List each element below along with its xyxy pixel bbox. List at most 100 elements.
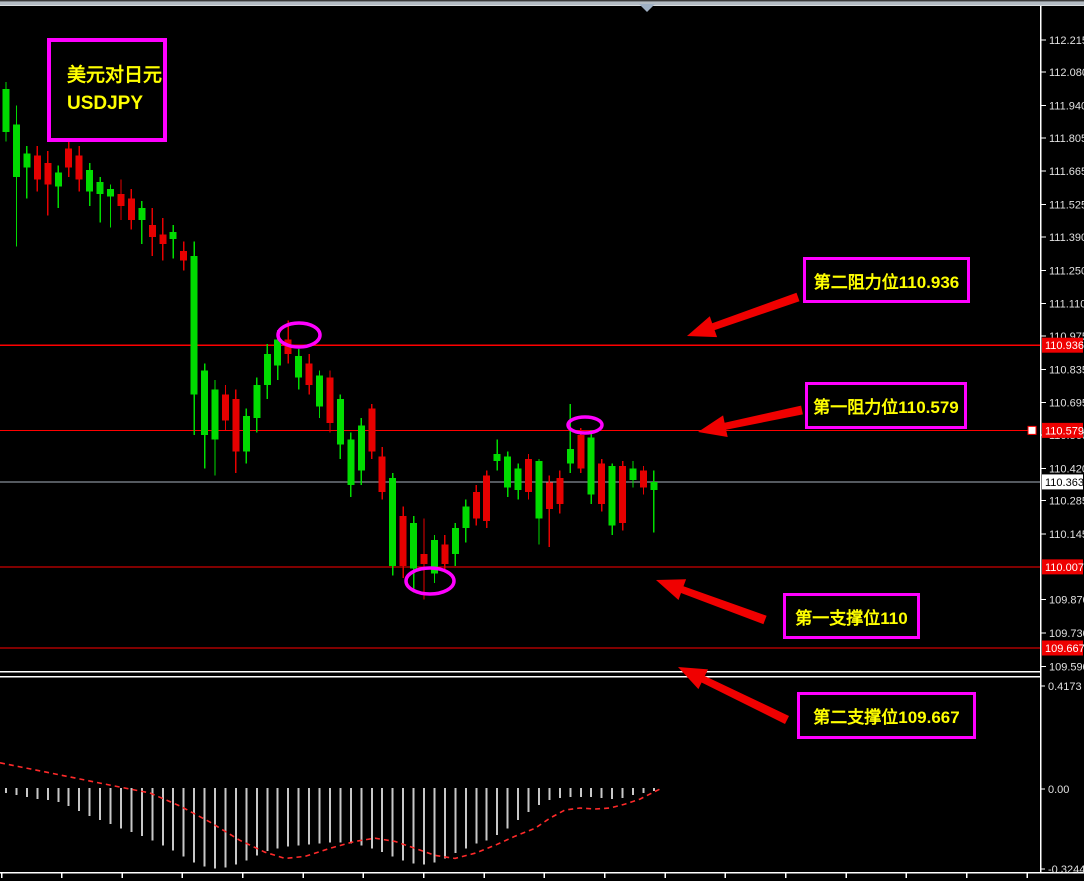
- highlight-ellipse[interactable]: [276, 321, 322, 349]
- candle-bull: [462, 506, 470, 528]
- candle-bear: [232, 399, 240, 452]
- candle-bull: [493, 453, 501, 462]
- price-level-badge-text: 110.936: [1045, 340, 1084, 352]
- indicator-tick-label: -0.3244: [1048, 864, 1084, 876]
- current-price-badge-text: 110.363: [1045, 477, 1084, 489]
- price-level-badge-text: 109.667: [1045, 643, 1084, 655]
- annotation-arrow[interactable]: [698, 405, 803, 437]
- annotation-resistance-1-label: 第一阻力位110.579: [813, 398, 959, 417]
- candle-bear: [127, 198, 135, 221]
- candle-bull: [566, 449, 574, 464]
- candle-bear: [326, 377, 334, 423]
- candle-bear: [368, 408, 376, 452]
- candle-bull: [274, 339, 282, 366]
- candle-bear: [399, 516, 407, 567]
- candle-bear: [305, 363, 313, 385]
- candle-bull: [242, 415, 250, 452]
- macd-signal-line: [0, 762, 661, 860]
- candle-bull: [608, 465, 616, 526]
- price-level-badge: [1042, 640, 1083, 656]
- price-tick-label: 109.870: [1049, 595, 1084, 607]
- price-tick-label: 111.805: [1049, 133, 1084, 145]
- candle-bull: [316, 375, 323, 407]
- candle-bear: [483, 475, 491, 521]
- candle-bull: [347, 439, 355, 486]
- candle-bull: [451, 527, 459, 555]
- current-price-badge: [1042, 474, 1083, 490]
- candle-bull: [253, 384, 261, 419]
- candle-bull: [336, 399, 344, 445]
- line-handle[interactable]: [1027, 425, 1037, 435]
- candle-bear: [556, 477, 564, 505]
- annotation-support-2[interactable]: 第二支撑位109.667: [797, 692, 976, 739]
- candle-bull: [535, 461, 543, 519]
- price-tick-label: 110.695: [1049, 398, 1084, 410]
- price-tick-label: 111.250: [1049, 265, 1084, 277]
- price-tick-label: 111.665: [1049, 166, 1084, 178]
- annotation-resistance-2[interactable]: 第二阻力位110.936: [803, 257, 970, 303]
- candle-bear: [221, 394, 229, 421]
- candle-bull: [169, 232, 177, 240]
- candle-bull: [587, 437, 595, 495]
- price-level-badge: [1042, 337, 1083, 353]
- candle-bear: [441, 544, 449, 564]
- indicator-tick-label: 0.4173: [1048, 681, 1082, 693]
- candle-bear: [619, 465, 627, 524]
- candle-bull: [629, 468, 637, 481]
- candle-bear: [639, 470, 647, 488]
- candle-bull: [357, 425, 365, 471]
- price-tick-label: 112.080: [1049, 67, 1084, 79]
- candle-bull: [504, 456, 512, 488]
- annotation-support-2-label: 第二支撑位109.667: [813, 708, 960, 727]
- highlight-ellipse[interactable]: [566, 415, 604, 435]
- candle-bear: [420, 554, 428, 564]
- candle-bull: [54, 172, 62, 187]
- candle-bear: [159, 234, 167, 245]
- candle-bull: [263, 353, 271, 385]
- candle-bull: [107, 189, 114, 197]
- candle-bull: [410, 523, 418, 569]
- annotation-resistance-2-label: 第二阻力位110.936: [813, 272, 960, 292]
- annotation-arrow[interactable]: [678, 667, 789, 724]
- annotation-support-1-label: 第一支撑位110: [795, 608, 908, 628]
- symbol-title-box[interactable]: 美元对日元 USDJPY: [47, 38, 167, 142]
- candle-bull: [430, 539, 438, 574]
- symbol-title-cn: 美元对日元: [67, 65, 163, 86]
- candle-bull: [12, 124, 20, 178]
- price-tick-label: 110.145: [1049, 529, 1084, 541]
- candle-bear: [545, 482, 553, 509]
- price-tick-label: 111.940: [1049, 101, 1084, 113]
- candle-bull: [389, 477, 397, 567]
- candle-bull: [295, 356, 303, 378]
- candle-bull: [2, 88, 10, 132]
- candle-bear: [75, 155, 83, 180]
- highlight-ellipse[interactable]: [404, 566, 456, 596]
- candle-bull: [211, 389, 219, 440]
- price-level-badge: [1042, 559, 1083, 575]
- price-level-badge-text: 110.579: [1045, 425, 1084, 437]
- annotation-arrow[interactable]: [656, 579, 767, 625]
- candle-bear: [44, 162, 52, 185]
- candle-bull: [514, 468, 522, 490]
- price-level-badge: [1042, 422, 1083, 438]
- price-tick-label: 110.420: [1049, 463, 1084, 475]
- candle-bear: [577, 434, 585, 469]
- annotation-support-1[interactable]: 第一支撑位110: [783, 593, 920, 639]
- candle-bull: [23, 153, 31, 168]
- candle-bull: [190, 255, 198, 395]
- window-top-edge: [0, 0, 1084, 12]
- candle-bull: [650, 481, 658, 490]
- candle-bear: [525, 458, 532, 493]
- price-tick-label: 109.730: [1049, 628, 1084, 640]
- candle-bear: [33, 155, 41, 180]
- indicator-tick-label: 0.00: [1048, 784, 1069, 796]
- chart-shift-marker-icon[interactable]: [639, 4, 655, 12]
- price-tick-label: 110.835: [1049, 364, 1084, 376]
- candle-bear: [117, 193, 125, 206]
- price-tick-label: 111.390: [1049, 232, 1084, 244]
- annotation-arrow[interactable]: [687, 292, 800, 338]
- candle-bear: [472, 492, 480, 519]
- price-tick-label: 109.590: [1049, 661, 1084, 673]
- annotation-resistance-1[interactable]: 第一阻力位110.579: [805, 382, 967, 429]
